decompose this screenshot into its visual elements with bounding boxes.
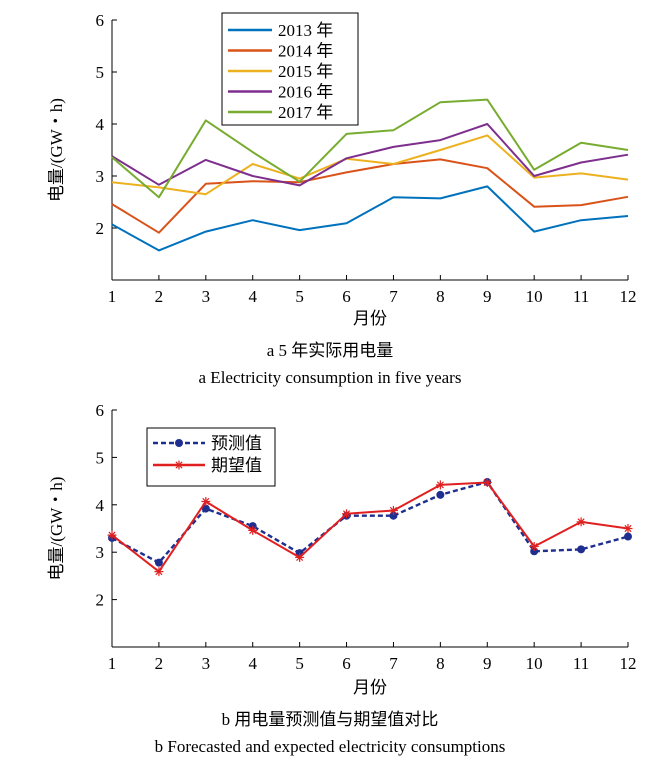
legend-label: 2013 年 [278,21,333,40]
x-tick-label: 2 [155,287,164,306]
legend-label: 2016 年 [278,83,333,102]
point-marker [107,530,117,540]
x-tick-label: 6 [342,287,351,306]
star-stroke [342,510,351,518]
legend-label: 2015 年 [278,62,333,81]
point-marker [248,525,258,535]
x-tick-label: 10 [526,287,543,306]
x-axis-label: 月份 [353,678,387,697]
legend-marker [175,439,183,447]
star-stroke [155,568,163,576]
star-stroke [577,518,585,526]
legend-label: 预测值 [211,434,262,453]
x-tick-label: 6 [342,654,351,673]
star-stroke [624,524,632,533]
caption-en: b Forecasted and expected electricity co… [155,737,506,756]
x-tick-label: 8 [436,654,445,673]
y-tick-label: 6 [96,11,105,30]
y-axis-label: 电量/(GW・h) [47,98,66,202]
star-stroke [202,497,210,506]
star-stroke [530,542,538,551]
series-line-2 [111,481,629,573]
x-tick-label: 3 [202,287,211,306]
x-tick-label: 5 [295,654,304,673]
y-tick-label: 4 [96,115,105,134]
legend-label: 期望值 [211,456,262,475]
point-marker [201,504,210,513]
point-marker [624,532,632,541]
point-marker [435,480,445,490]
star-stroke [175,461,183,469]
x-tick-label: 10 [526,654,543,673]
point-marker [436,490,445,499]
x-tick-label: 11 [573,654,589,673]
x-tick-label: 8 [436,287,445,306]
caption-en: a Electricity consumption in five years [199,368,462,387]
star-stroke [436,481,444,489]
point-marker [623,524,633,533]
point-marker [389,511,398,520]
series-line-5 [111,98,629,199]
point-marker [154,567,164,577]
point-marker [576,517,586,527]
series-line-1 [111,185,629,252]
y-tick-label: 2 [96,219,105,238]
legend-label: 2014 年 [278,42,333,61]
x-tick-label: 12 [620,654,637,673]
point-marker [201,496,211,506]
point-marker [577,545,586,554]
legend-box [146,427,276,487]
x-tick-label: 4 [248,654,257,673]
caption-cn: b 用电量预测值与期望值对比 [222,710,439,729]
star-stroke [108,531,116,539]
x-tick-label: 1 [108,654,117,673]
y-tick-label: 3 [96,543,105,562]
legend-label: 2017 年 [278,103,333,122]
series-line-4 [111,123,629,187]
star-stroke [296,553,304,561]
x-tick-label: 3 [202,654,211,673]
y-tick-label: 6 [96,401,105,420]
x-tick-label: 12 [620,287,637,306]
x-tick-label: 7 [389,287,398,306]
y-tick-label: 3 [96,167,105,186]
x-axis-label: 月份 [353,309,387,328]
point-marker [154,558,163,567]
star-stroke [483,478,491,487]
x-tick-label: 5 [295,287,304,306]
x-tick-label: 2 [155,654,164,673]
point-marker [388,505,398,515]
star-stroke [389,506,398,515]
x-tick-label: 11 [573,287,589,306]
point-marker [529,542,539,552]
point-marker [174,460,184,470]
y-tick-label: 4 [96,496,105,515]
point-marker [295,552,305,562]
legend-box [221,12,359,126]
point-marker [342,509,352,519]
series-line-3 [111,134,629,196]
y-axis-label: 电量/(GW・h) [47,477,66,581]
x-tick-label: 7 [389,654,398,673]
y-tick-label: 5 [96,63,105,82]
point-marker [482,478,492,488]
x-tick-label: 9 [483,654,492,673]
star-stroke [249,526,257,534]
series-line-2 [111,158,629,234]
x-tick-label: 1 [108,287,117,306]
x-tick-label: 9 [483,287,492,306]
x-tick-label: 4 [248,287,257,306]
y-tick-label: 5 [96,448,105,467]
series-line-1 [111,480,629,564]
y-tick-label: 2 [96,591,105,610]
caption-cn: a 5 年实际用电量 [267,341,394,360]
